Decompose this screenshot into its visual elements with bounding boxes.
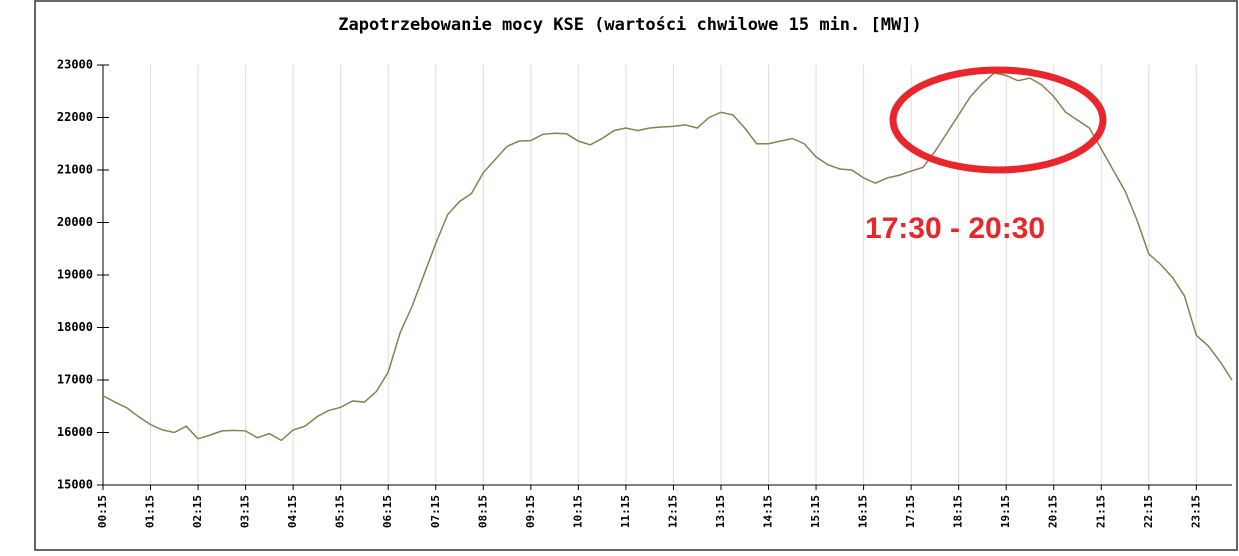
y-tick-label: 16000 [57, 425, 93, 439]
line [102, 72, 1233, 442]
x-tick-label: 12:15 [666, 495, 679, 528]
y-tick-label: 23000 [57, 58, 93, 72]
chart-title: Zapotrzebowanie mocy KSE (wartości chwil… [338, 15, 921, 35]
x-tick-label: 02:15 [191, 495, 204, 528]
x-tick-label: 08:15 [476, 495, 489, 528]
x-tick-label: 18:15 [952, 495, 965, 528]
y-tick-label: 22000 [57, 110, 93, 124]
x-tick-label: 07:15 [429, 495, 442, 528]
x-tick-label: 01:15 [144, 495, 157, 528]
y-tick-label: 21000 [57, 163, 93, 177]
frame [34, 0, 1238, 551]
y-tick-label: 15000 [57, 478, 93, 492]
x-tick-label: 10:15 [571, 495, 584, 528]
x-tick-label: 17:15 [904, 495, 917, 528]
highlight-circle [889, 66, 1107, 174]
y-tick-label: 18000 [57, 320, 93, 334]
x-tick-label: 22:15 [1142, 495, 1155, 528]
x-tick-label: 11:15 [619, 495, 632, 528]
x-tick-label: 04:15 [286, 495, 299, 528]
y-tick-label: 17000 [57, 373, 93, 387]
x-tick-label: 21:15 [1094, 495, 1107, 528]
x-tick-label: 00:15 [96, 495, 109, 528]
x-tick-label: 20:15 [1047, 495, 1060, 528]
x-tick-label: 03:15 [239, 495, 252, 528]
x-tick-label: 05:15 [334, 495, 347, 528]
x-tick-label: 23:15 [1189, 495, 1202, 528]
x-tick-label: 16:15 [857, 495, 870, 528]
x-tick-label: 19:15 [999, 495, 1012, 528]
x-tick-label: 14:15 [762, 495, 775, 528]
y-tick-label: 20000 [57, 215, 93, 229]
x-tick-label: 06:15 [381, 495, 394, 528]
annotation: 17:30 - 20:30 [865, 212, 1045, 245]
y-tick-label: 19000 [57, 268, 93, 282]
x-tick-label: 15:15 [809, 495, 822, 528]
x-tick-label: 09:15 [524, 495, 537, 528]
x-tick-label: 13:15 [714, 495, 727, 528]
